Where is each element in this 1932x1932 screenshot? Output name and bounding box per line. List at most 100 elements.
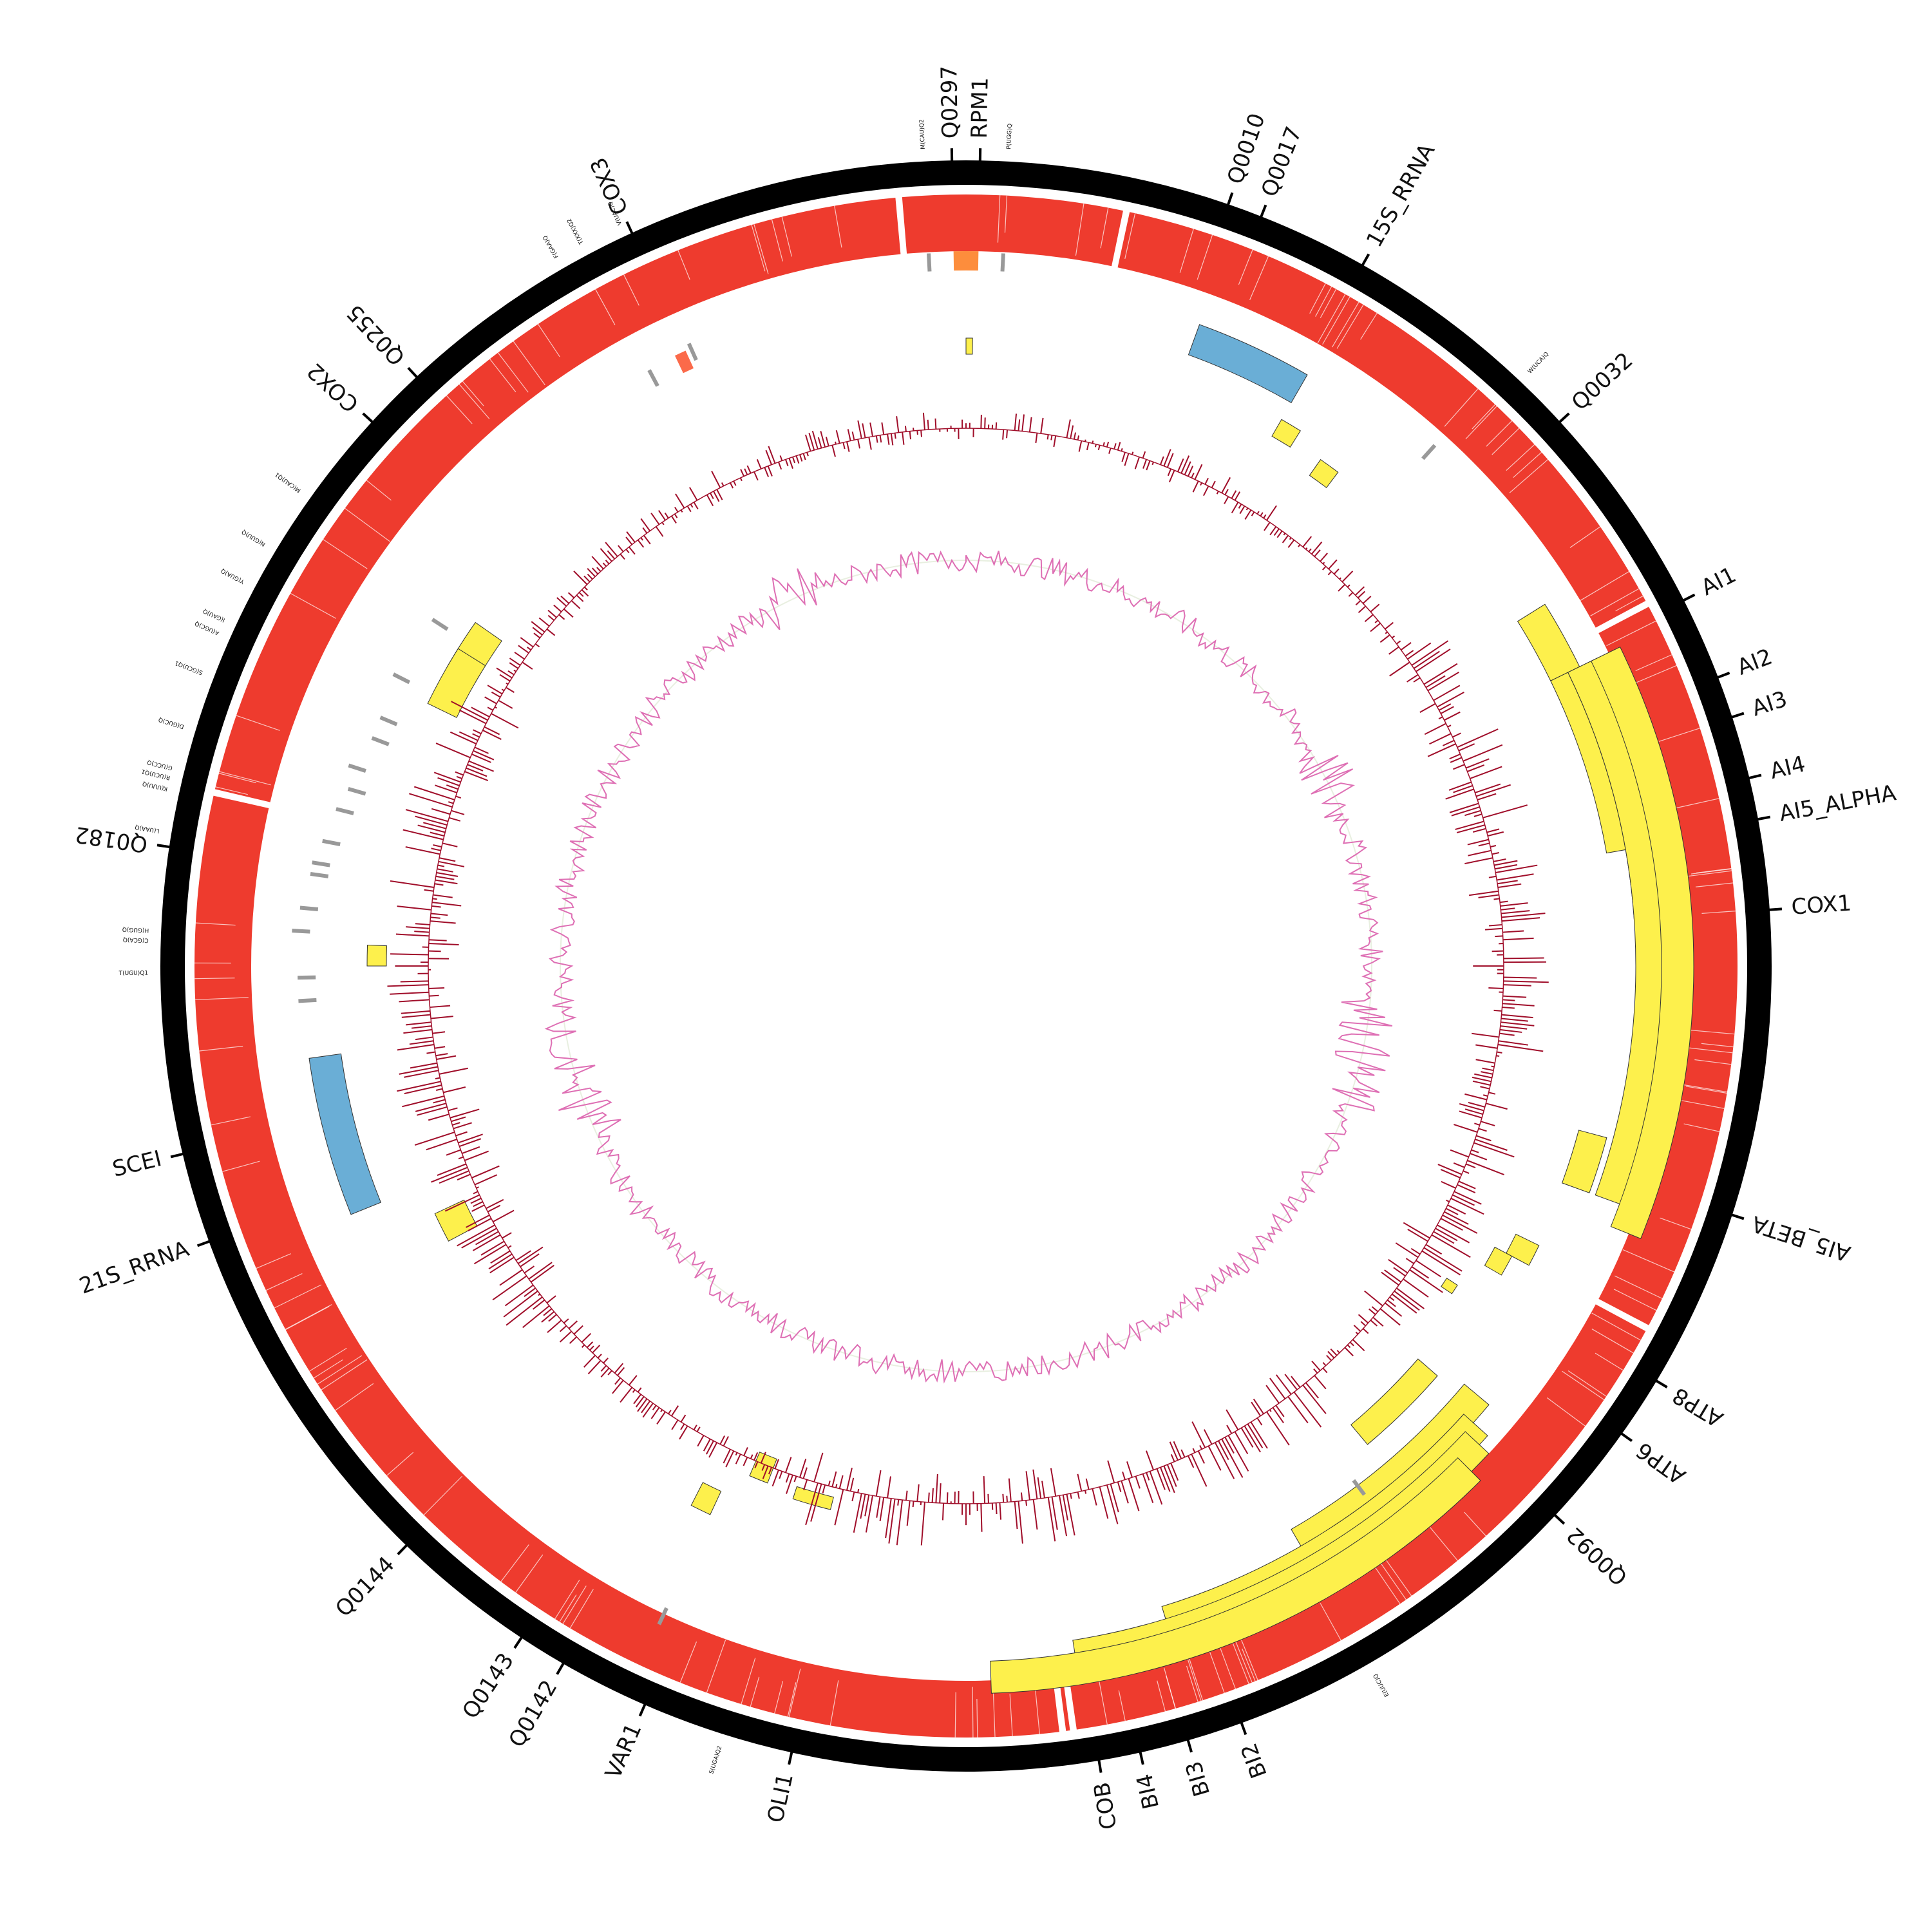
gc-content-bar — [464, 771, 489, 782]
coverage-dip — [954, 1692, 956, 1738]
gc-content-bar — [490, 1250, 511, 1264]
gc-content-bar — [1427, 671, 1459, 692]
gc-content-bar — [464, 1150, 489, 1161]
gc-content-bar — [1364, 614, 1374, 623]
gc-content-bar — [1197, 1450, 1206, 1464]
gc-content-bar — [1283, 533, 1286, 536]
gc-content-bar — [706, 1440, 714, 1455]
gc-content-bar — [395, 933, 430, 937]
gc-content-bar — [1385, 1302, 1403, 1317]
gc-content-bar — [528, 1262, 553, 1280]
gc-content-bar — [1468, 849, 1492, 857]
gc-content-bar — [1035, 433, 1038, 444]
gc-content-bar — [586, 1341, 594, 1349]
gc-content-bar — [1450, 1149, 1469, 1158]
gc-content-bar — [1503, 984, 1531, 987]
gc-content-bar — [492, 1275, 527, 1301]
trna-feature — [657, 1607, 668, 1625]
gc-content-bar — [820, 431, 826, 448]
gc-content-bar — [578, 592, 584, 597]
gc-content-bar — [786, 1475, 793, 1494]
gc-content-bar — [637, 1398, 648, 1412]
gc-content-bar — [1018, 1501, 1023, 1544]
coverage-dip — [1622, 1249, 1675, 1273]
gc-content-bar — [1163, 1465, 1175, 1493]
gene-label-bi2: BI2 — [1236, 1739, 1272, 1781]
gc-content-bar — [1424, 723, 1446, 735]
gc-content-bar — [1040, 417, 1044, 434]
gc-content-bar — [1491, 1065, 1495, 1068]
coverage-dip — [1320, 289, 1337, 318]
gc-content-bar — [876, 1497, 881, 1518]
gc-content-bar — [1474, 1122, 1480, 1126]
gc-content-bar — [428, 987, 445, 989]
gc-content-bar — [547, 614, 554, 621]
backbone-tick — [1745, 907, 1783, 913]
gc-content-bar — [1490, 845, 1497, 848]
gc-content-bar — [1407, 642, 1432, 660]
trna-feature — [431, 618, 449, 631]
gc-content-bar — [828, 1481, 831, 1486]
coverage-dip — [741, 1658, 756, 1705]
gc-content-bar — [431, 848, 441, 851]
gc-content-bar — [764, 467, 770, 477]
gc-content-bar — [1474, 1073, 1492, 1079]
gc-content-bar — [1459, 1103, 1484, 1112]
gc-content-bar — [1244, 1425, 1262, 1453]
gc-content-bar — [424, 889, 434, 892]
gc-content-bar — [1385, 621, 1394, 630]
gc-content-bar — [405, 846, 440, 855]
gc-content-bar — [1142, 1473, 1154, 1504]
coverage-dip — [1683, 1123, 1720, 1132]
gc-content-bar — [1482, 804, 1528, 819]
gc-content-bar — [1160, 1467, 1171, 1492]
coverage-dip — [771, 219, 783, 261]
gc-content-bar — [1077, 1492, 1080, 1499]
gc-content-bar — [1293, 1391, 1322, 1428]
coverage-dip — [1315, 286, 1332, 317]
gc-content-bar — [1470, 766, 1502, 779]
gc-content-bar — [526, 647, 532, 651]
gc-content-bar — [1227, 1435, 1249, 1472]
gc-content-bar — [509, 658, 521, 666]
gc-content-bar — [1444, 711, 1461, 721]
backbone-tick — [1541, 412, 1570, 439]
gc-content-bar — [546, 1295, 556, 1303]
gene-label-21s_rrna: 21S_RRNA — [76, 1236, 193, 1299]
gc-content-bar — [612, 1379, 624, 1394]
gc-content-bar — [846, 441, 850, 452]
gc-content-bar — [1214, 1442, 1235, 1479]
gc-content-bar — [547, 1320, 562, 1333]
gc-content-bar — [390, 880, 435, 889]
gc-content-bar — [1362, 1328, 1369, 1334]
gc-content-bar — [1322, 1367, 1328, 1374]
gc-content-bar — [1464, 1093, 1488, 1101]
gc-content-bar — [1018, 419, 1021, 431]
gene-feature — [690, 1482, 722, 1515]
backbone-tick — [1709, 1206, 1745, 1220]
coverage-dip — [335, 1383, 374, 1411]
gc-content-bar — [399, 999, 430, 1003]
gc-content-bar — [522, 661, 533, 670]
gc-content-bar — [1273, 528, 1280, 536]
gc-content-bar — [1051, 1497, 1058, 1530]
gc-content-bar — [535, 643, 540, 648]
gc-content-bar — [1502, 1003, 1535, 1007]
coverage-segment — [966, 194, 1123, 267]
gc-content-bar — [906, 1501, 911, 1526]
gc-content-bar — [466, 767, 488, 777]
gc-content-bar — [559, 1331, 573, 1343]
gc-content-bar — [1472, 1080, 1491, 1086]
gc-content-bar — [1465, 1163, 1476, 1169]
gc-content-bar — [735, 1454, 741, 1464]
coverage-dip — [1100, 207, 1109, 249]
gc-content-bar — [1021, 414, 1025, 431]
gc-content-bar — [675, 493, 685, 509]
gc-content-bar — [530, 1264, 554, 1283]
backbone-tick — [1133, 1728, 1144, 1765]
gc-content-bar — [1231, 502, 1239, 513]
gc-content-bar — [1234, 491, 1241, 501]
backbone-tick — [513, 1617, 536, 1649]
gc-content-bar — [629, 1375, 638, 1386]
gc-content-bar — [430, 1016, 453, 1019]
